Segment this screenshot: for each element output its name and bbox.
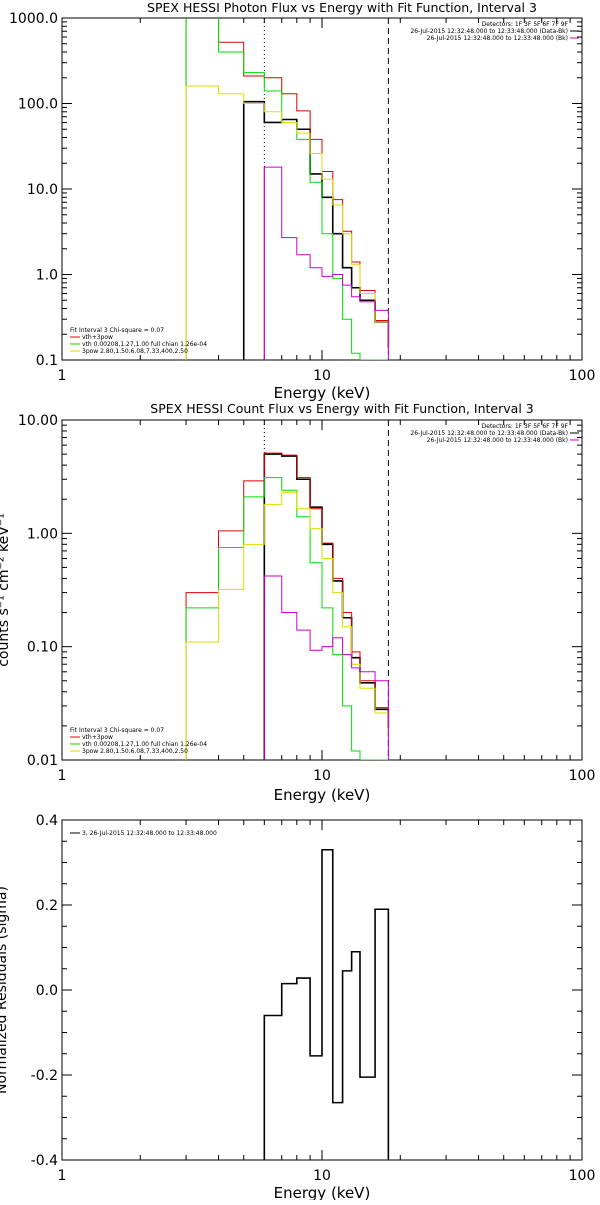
- series-group: [185, 452, 390, 760]
- series-line-vth: [185, 18, 389, 360]
- legend-entry: vth 0.00208,1.27,1.00 full chian 1.26e-0…: [82, 741, 207, 748]
- legend-entry: Fit Interval 3 Chi-square = 0.07: [70, 327, 164, 334]
- chart-panel-3: 1 10 100 -0.4 -0.2 0.0 0.2 0.4 Energy (keV) Norma…: [0, 813, 596, 1202]
- series-line-vth-3pow: [185, 452, 389, 760]
- y-tick-label: 100.0: [18, 97, 58, 113]
- y-tick-label: 1000.0: [9, 11, 58, 27]
- y-tick-label: -0.2: [31, 1068, 58, 1084]
- series-line-bk: [263, 575, 389, 760]
- series-group: [185, 18, 390, 360]
- x-axis-label: Energy (keV): [274, 786, 371, 804]
- info-line: Detectors: 1F 3F 5F 6F 7F 9F: [482, 21, 569, 28]
- y-tick-label: -0.4: [31, 1153, 58, 1169]
- x-tick-label: 1: [58, 768, 67, 784]
- y-tick-label: 0.0: [36, 983, 58, 999]
- y-tick-label: 0.01: [27, 753, 58, 769]
- series-line-data-bk: [242, 100, 390, 360]
- series-line-vth: [185, 477, 389, 760]
- x-tick-label: 10: [313, 1168, 331, 1184]
- legend-entry: 3pow 2.80,1.50,6.08,7.33,400,2.50: [82, 348, 188, 355]
- series-line-3-26-jul-2015-12-32-48-000-to-12-33-48-000: [263, 848, 390, 1160]
- series-group: [263, 848, 390, 1160]
- y-tick-label: 10.00: [18, 413, 58, 429]
- x-axis-label: Energy (keV): [274, 384, 371, 402]
- x-tick-label: 100: [569, 768, 596, 784]
- chart-panel-1: 1 10 100 0.1 1.0 10.0 100.0 1000.0 SPEX HESSI Ph…: [9, 0, 595, 402]
- y-tick-label: 0.4: [36, 813, 58, 829]
- legend-entry: Fit Interval 3 Chi-square = 0.07: [70, 727, 164, 734]
- chart-title: SPEX HESSI Photon Flux vs Energy with Fi…: [147, 0, 537, 15]
- x-axis-label: Energy (keV): [274, 1184, 371, 1200]
- series-line-bk: [263, 166, 389, 360]
- legend-entry: vth+3pow: [82, 334, 113, 341]
- info-line: Detectors: 1F 3F 5F 6F 7F 9F: [482, 423, 569, 430]
- series-line-vth-3pow: [185, 18, 389, 360]
- y-tick-label: 1.0: [36, 268, 58, 284]
- chart-title: SPEX HESSI Count Flux vs Energy with Fit…: [150, 401, 533, 416]
- info-line: 26-Jul-2015 12:32:48.000 to 12:33:48.000…: [410, 28, 568, 35]
- y-tick-label: 0.2: [36, 898, 58, 914]
- y-tick-label: 0.1: [36, 353, 58, 369]
- series-line-data-bk: [263, 453, 390, 760]
- legend-entry: vth 0.00208,1.27,1.00 full chian 1.26e-0…: [82, 341, 207, 348]
- y-tick-label: 1.00: [27, 526, 58, 542]
- chart-panel-2: 1 10 100 0.01 0.10 1.00 10.00 SPEX HESSI Count …: [0, 401, 595, 804]
- legend-entry: 3, 26-Jul-2015 12:32:48.000 to 12:33:48.…: [82, 830, 217, 837]
- legend-entry: 3pow 2.80,1.50,6.08,7.33,400,2.50: [82, 748, 188, 755]
- y-tick-label: 0.10: [27, 640, 58, 656]
- x-tick-label: 100: [569, 1168, 596, 1184]
- y-axis-label: counts s⁻¹ cm⁻² keV⁻¹: [0, 513, 12, 667]
- x-tick-label: 1: [58, 1168, 67, 1184]
- legend-entry: vth+3pow: [82, 734, 113, 741]
- x-tick-label: 1: [58, 368, 67, 384]
- info-line: 26-Jul-2015 12:32:48.000 to 12:33:48.000…: [427, 35, 568, 42]
- y-tick-label: 10.0: [27, 182, 58, 198]
- x-tick-label: 10: [313, 768, 331, 784]
- series-line-3pow: [185, 85, 389, 360]
- y-axis-label: Normalized Residuals (sigma): [0, 886, 10, 1094]
- info-line: 26-Jul-2015 12:32:48.000 to 12:33:48.000…: [427, 437, 568, 444]
- x-tick-label: 100: [569, 368, 596, 384]
- x-tick-label: 10: [313, 368, 331, 384]
- series-line-3pow: [185, 491, 389, 760]
- info-line: 26-Jul-2015 12:32:48.000 to 12:33:48.000…: [410, 430, 568, 437]
